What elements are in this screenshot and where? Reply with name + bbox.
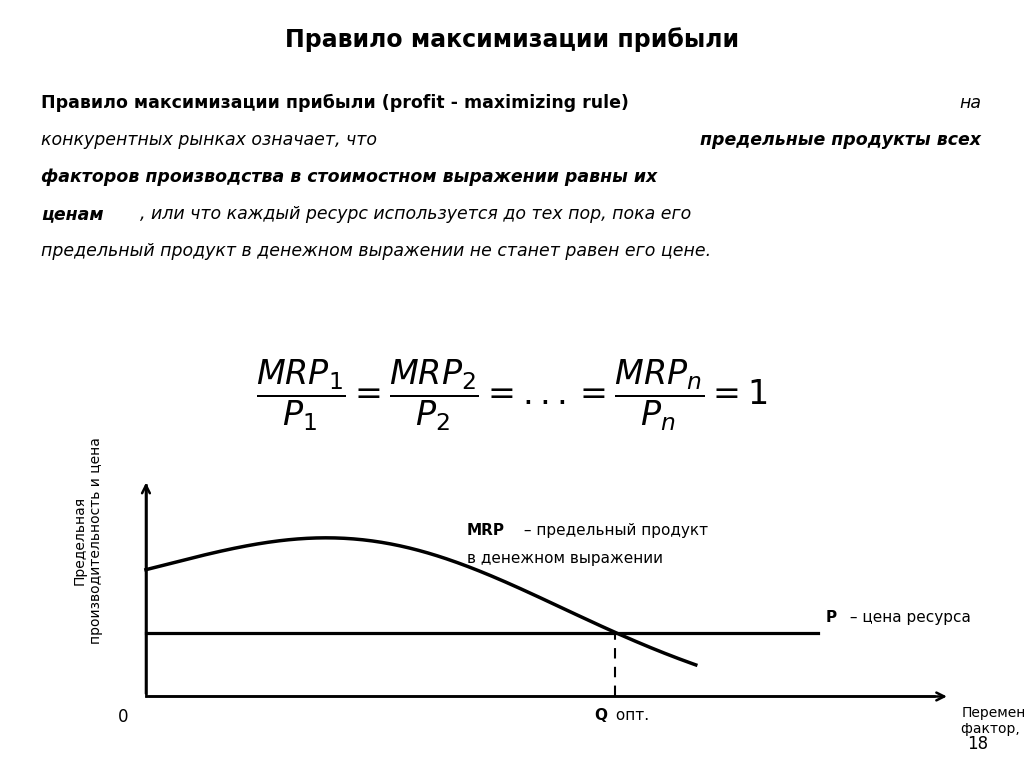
Text: MRP: MRP: [467, 523, 505, 538]
Text: предельный продукт в денежном выражении не станет равен его цене.: предельный продукт в денежном выражении …: [41, 242, 711, 259]
Text: $\dfrac{MRP_1}{P_1} = \dfrac{MRP_2}{P_2} = ... = \dfrac{MRP_n}{P_n} = 1$: $\dfrac{MRP_1}{P_1} = \dfrac{MRP_2}{P_2}…: [256, 357, 768, 433]
Text: 18: 18: [967, 736, 988, 753]
Text: опт.: опт.: [611, 709, 649, 723]
Text: Правило максимизации прибыли (profit - maximizing rule): Правило максимизации прибыли (profit - m…: [41, 94, 629, 113]
Text: , или что каждый ресурс используется до тех пор, пока его: , или что каждый ресурс используется до …: [140, 205, 691, 222]
Text: на: на: [959, 94, 981, 112]
Text: Переменный
фактор, F1: Переменный фактор, F1: [962, 706, 1024, 736]
Text: 0: 0: [118, 709, 128, 726]
Text: Предельная
производительность и цена: Предельная производительность и цена: [73, 437, 103, 644]
Text: конкурентных рынках означает, что: конкурентных рынках означает, что: [41, 131, 382, 149]
Text: факторов производства в стоимостном выражении равны их: факторов производства в стоимостном выра…: [41, 168, 657, 186]
Text: Q: Q: [595, 709, 607, 723]
Text: Правило максимизации прибыли: Правило максимизации прибыли: [285, 27, 739, 51]
Text: P: P: [826, 610, 838, 625]
Text: предельные продукты всех: предельные продукты всех: [700, 131, 981, 149]
Text: – предельный продукт: – предельный продукт: [519, 523, 709, 538]
Text: ценам: ценам: [41, 205, 103, 222]
Text: – цена ресурса: – цена ресурса: [846, 610, 971, 625]
Text: в денежном выражении: в денежном выражении: [467, 551, 663, 566]
